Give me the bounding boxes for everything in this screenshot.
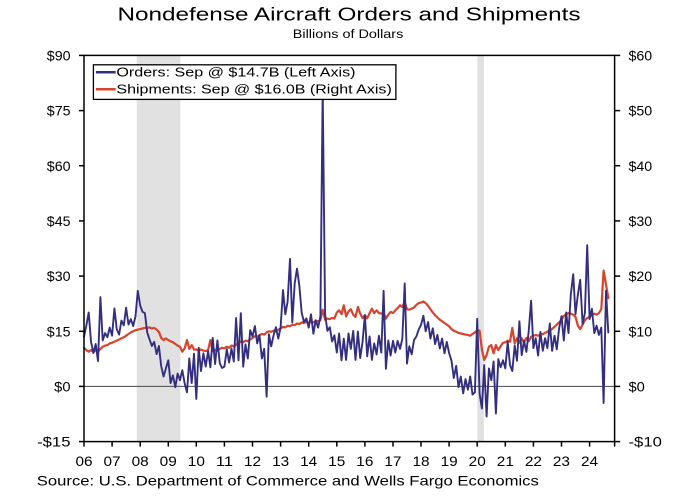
svg-text:21: 21 — [497, 453, 514, 469]
svg-text:09: 09 — [160, 453, 177, 469]
svg-text:-$15: -$15 — [37, 434, 71, 450]
svg-text:Shipments: Sep @ $16.0B (Right: Shipments: Sep @ $16.0B (Right Axis) — [116, 82, 391, 97]
svg-text:18: 18 — [413, 453, 430, 469]
svg-text:Orders: Sep @ $14.7B (Left Axi: Orders: Sep @ $14.7B (Left Axis) — [116, 65, 355, 80]
svg-text:Source: U.S. Department of Com: Source: U.S. Department of Commerce and … — [37, 474, 539, 489]
svg-text:$30: $30 — [629, 213, 653, 229]
svg-text:$60: $60 — [47, 158, 71, 174]
svg-text:12: 12 — [244, 453, 261, 469]
svg-text:$15: $15 — [47, 323, 71, 339]
svg-text:-$10: -$10 — [629, 434, 663, 450]
svg-text:$45: $45 — [47, 213, 71, 229]
svg-text:14: 14 — [300, 453, 317, 469]
svg-text:16: 16 — [356, 453, 373, 469]
svg-text:$75: $75 — [47, 103, 71, 119]
svg-text:07: 07 — [104, 453, 121, 469]
svg-text:$40: $40 — [629, 158, 653, 174]
svg-text:$20: $20 — [629, 268, 653, 284]
svg-text:17: 17 — [384, 453, 401, 469]
svg-text:24: 24 — [581, 453, 598, 469]
svg-text:$50: $50 — [629, 103, 653, 119]
svg-text:$90: $90 — [47, 48, 71, 64]
svg-text:08: 08 — [132, 453, 149, 469]
svg-text:20: 20 — [469, 453, 486, 469]
svg-text:$30: $30 — [47, 268, 71, 284]
svg-text:$60: $60 — [629, 48, 653, 64]
svg-text:Billions of Dollars: Billions of Dollars — [293, 27, 404, 41]
svg-text:19: 19 — [441, 453, 458, 469]
svg-text:15: 15 — [328, 453, 345, 469]
svg-text:$10: $10 — [629, 323, 653, 339]
svg-text:22: 22 — [525, 453, 542, 469]
svg-text:10: 10 — [188, 453, 205, 469]
svg-text:23: 23 — [553, 453, 570, 469]
svg-text:$0: $0 — [629, 379, 646, 395]
svg-text:13: 13 — [272, 453, 289, 469]
svg-text:11: 11 — [216, 453, 233, 469]
svg-text:Nondefense Aircraft Orders and: Nondefense Aircraft Orders and Shipments — [118, 5, 581, 25]
svg-text:$0: $0 — [54, 379, 71, 395]
svg-text:06: 06 — [76, 453, 93, 469]
